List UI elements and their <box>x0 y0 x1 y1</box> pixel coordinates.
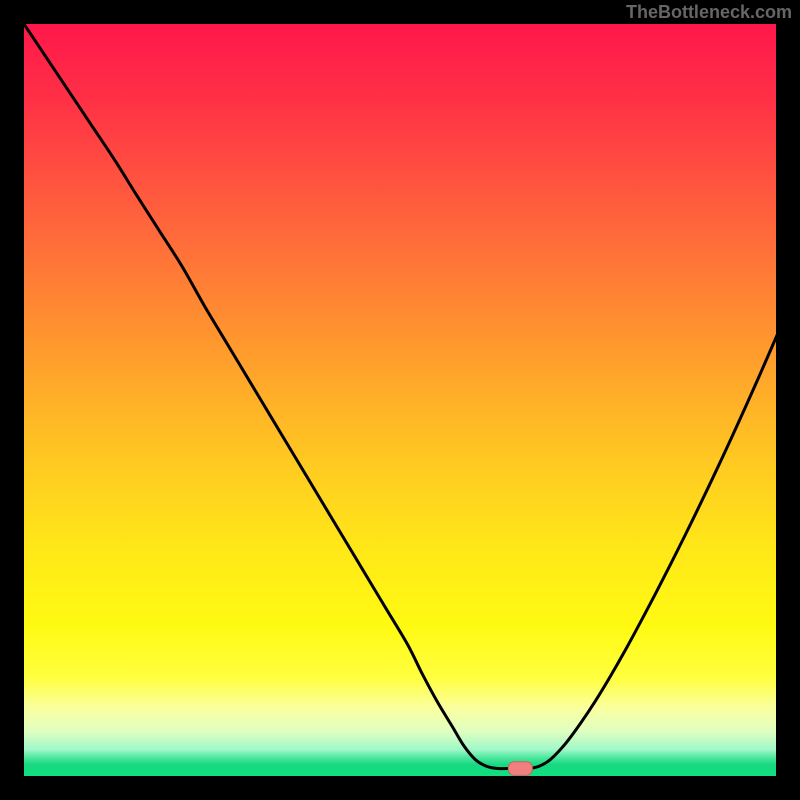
bottleneck-chart <box>24 24 776 776</box>
watermark-text: TheBottleneck.com <box>626 2 792 23</box>
chart-background <box>24 24 776 776</box>
chart-plot-area <box>24 24 776 776</box>
optimal-marker <box>508 762 532 776</box>
